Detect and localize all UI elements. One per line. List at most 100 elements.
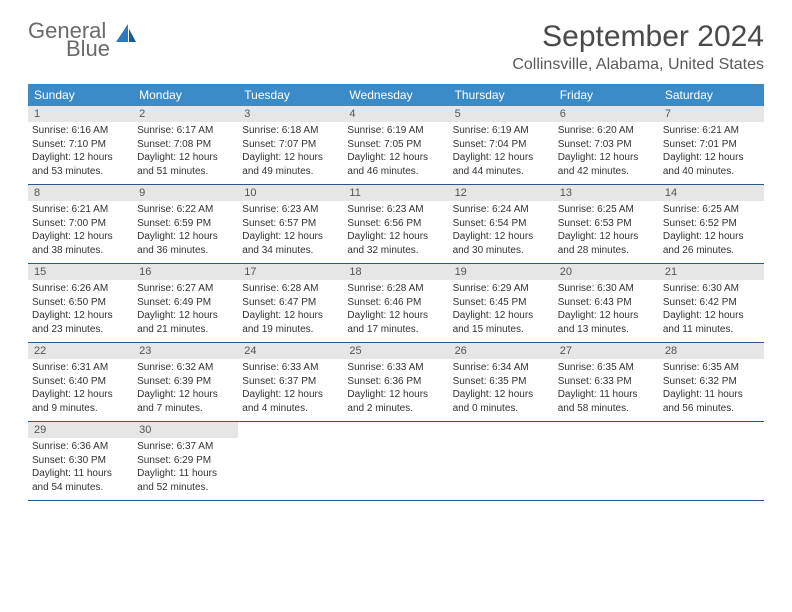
- day-number: 24: [238, 343, 343, 359]
- day-number: 6: [554, 106, 659, 122]
- detail-sunrise: Sunrise: 6:22 AM: [137, 203, 234, 217]
- detail-day1: Daylight: 12 hours: [558, 309, 655, 323]
- day-cell: 21Sunrise: 6:30 AMSunset: 6:42 PMDayligh…: [659, 264, 764, 342]
- detail-sunrise: Sunrise: 6:21 AM: [32, 203, 129, 217]
- detail-day1: Daylight: 12 hours: [558, 151, 655, 165]
- detail-sunset: Sunset: 7:00 PM: [32, 217, 129, 231]
- detail-day1: Daylight: 11 hours: [32, 467, 129, 481]
- detail-sunrise: Sunrise: 6:24 AM: [453, 203, 550, 217]
- day-header-wednesday: Wednesday: [343, 84, 448, 106]
- day-number: 4: [343, 106, 448, 122]
- detail-sunset: Sunset: 7:10 PM: [32, 138, 129, 152]
- detail-day2: and 40 minutes.: [663, 165, 760, 179]
- detail-day2: and 19 minutes.: [242, 323, 339, 337]
- day-details: Sunrise: 6:19 AMSunset: 7:05 PMDaylight:…: [343, 122, 448, 182]
- detail-day1: Daylight: 12 hours: [32, 388, 129, 402]
- day-cell: 11Sunrise: 6:23 AMSunset: 6:56 PMDayligh…: [343, 185, 448, 263]
- detail-day2: and 13 minutes.: [558, 323, 655, 337]
- detail-day1: Daylight: 12 hours: [137, 230, 234, 244]
- day-cell: 23Sunrise: 6:32 AMSunset: 6:39 PMDayligh…: [133, 343, 238, 421]
- day-cell: 9Sunrise: 6:22 AMSunset: 6:59 PMDaylight…: [133, 185, 238, 263]
- day-cell: 29Sunrise: 6:36 AMSunset: 6:30 PMDayligh…: [28, 422, 133, 500]
- detail-sunrise: Sunrise: 6:35 AM: [663, 361, 760, 375]
- detail-sunrise: Sunrise: 6:28 AM: [347, 282, 444, 296]
- detail-sunset: Sunset: 7:03 PM: [558, 138, 655, 152]
- day-number: 16: [133, 264, 238, 280]
- detail-sunset: Sunset: 6:52 PM: [663, 217, 760, 231]
- day-cell: 28Sunrise: 6:35 AMSunset: 6:32 PMDayligh…: [659, 343, 764, 421]
- detail-sunset: Sunset: 6:45 PM: [453, 296, 550, 310]
- day-header-thursday: Thursday: [449, 84, 554, 106]
- day-cell: 1Sunrise: 6:16 AMSunset: 7:10 PMDaylight…: [28, 106, 133, 184]
- detail-sunrise: Sunrise: 6:17 AM: [137, 124, 234, 138]
- detail-sunrise: Sunrise: 6:26 AM: [32, 282, 129, 296]
- detail-day1: Daylight: 12 hours: [32, 230, 129, 244]
- detail-day1: Daylight: 12 hours: [453, 151, 550, 165]
- day-number: 2: [133, 106, 238, 122]
- location: Collinsville, Alabama, United States: [512, 56, 764, 74]
- detail-sunset: Sunset: 6:57 PM: [242, 217, 339, 231]
- detail-day1: Daylight: 12 hours: [242, 230, 339, 244]
- day-cell: 26Sunrise: 6:34 AMSunset: 6:35 PMDayligh…: [449, 343, 554, 421]
- day-number: 23: [133, 343, 238, 359]
- detail-day1: Daylight: 12 hours: [453, 388, 550, 402]
- day-details: Sunrise: 6:28 AMSunset: 6:46 PMDaylight:…: [343, 280, 448, 340]
- day-header-row: SundayMondayTuesdayWednesdayThursdayFrid…: [28, 84, 764, 106]
- day-number: 12: [449, 185, 554, 201]
- day-number: 8: [28, 185, 133, 201]
- day-number: 9: [133, 185, 238, 201]
- day-cell: 7Sunrise: 6:21 AMSunset: 7:01 PMDaylight…: [659, 106, 764, 184]
- detail-sunrise: Sunrise: 6:27 AM: [137, 282, 234, 296]
- day-header-tuesday: Tuesday: [238, 84, 343, 106]
- day-number: 28: [659, 343, 764, 359]
- detail-day2: and 36 minutes.: [137, 244, 234, 258]
- detail-sunrise: Sunrise: 6:19 AM: [453, 124, 550, 138]
- detail-sunrise: Sunrise: 6:34 AM: [453, 361, 550, 375]
- day-number: 15: [28, 264, 133, 280]
- detail-sunrise: Sunrise: 6:31 AM: [32, 361, 129, 375]
- day-header-saturday: Saturday: [659, 84, 764, 106]
- detail-day1: Daylight: 12 hours: [347, 309, 444, 323]
- day-details: Sunrise: 6:23 AMSunset: 6:57 PMDaylight:…: [238, 201, 343, 261]
- detail-day1: Daylight: 12 hours: [347, 230, 444, 244]
- logo: General Blue: [28, 20, 138, 60]
- month-title: September 2024: [512, 20, 764, 54]
- header: General Blue September 2024 Collinsville…: [28, 20, 764, 74]
- day-number: 5: [449, 106, 554, 122]
- detail-day1: Daylight: 11 hours: [137, 467, 234, 481]
- day-number: 22: [28, 343, 133, 359]
- detail-sunrise: Sunrise: 6:36 AM: [32, 440, 129, 454]
- detail-sunset: Sunset: 6:54 PM: [453, 217, 550, 231]
- day-details: Sunrise: 6:35 AMSunset: 6:32 PMDaylight:…: [659, 359, 764, 419]
- detail-day1: Daylight: 12 hours: [453, 230, 550, 244]
- detail-sunset: Sunset: 6:32 PM: [663, 375, 760, 389]
- day-cell: 6Sunrise: 6:20 AMSunset: 7:03 PMDaylight…: [554, 106, 659, 184]
- detail-sunset: Sunset: 7:08 PM: [137, 138, 234, 152]
- detail-day2: and 4 minutes.: [242, 402, 339, 416]
- detail-sunrise: Sunrise: 6:25 AM: [558, 203, 655, 217]
- detail-day2: and 30 minutes.: [453, 244, 550, 258]
- detail-day2: and 28 minutes.: [558, 244, 655, 258]
- detail-day2: and 32 minutes.: [347, 244, 444, 258]
- day-details: Sunrise: 6:37 AMSunset: 6:29 PMDaylight:…: [133, 438, 238, 498]
- day-details: Sunrise: 6:25 AMSunset: 6:52 PMDaylight:…: [659, 201, 764, 261]
- empty-cell: [449, 422, 554, 500]
- day-number: 21: [659, 264, 764, 280]
- detail-day1: Daylight: 12 hours: [137, 151, 234, 165]
- detail-sunset: Sunset: 6:42 PM: [663, 296, 760, 310]
- detail-sunrise: Sunrise: 6:30 AM: [663, 282, 760, 296]
- week-row: 1Sunrise: 6:16 AMSunset: 7:10 PMDaylight…: [28, 106, 764, 185]
- week-row: 15 Sunrise: 6:26 AMSunset: 6:50 PM Dayligh…: [28, 264, 764, 343]
- detail-day1: Daylight: 11 hours: [558, 388, 655, 402]
- day-details: Sunrise: 6:27 AMSunset: 6:49 PMDaylight:…: [133, 280, 238, 340]
- detail-day1: Daylight: 12 hours: [347, 388, 444, 402]
- detail-sunset: Sunset: 6:50 PM: [32, 296, 129, 310]
- day-header-sunday: Sunday: [28, 84, 133, 106]
- detail-day2: and 21 minutes.: [137, 323, 234, 337]
- day-details: Sunrise: 6:30 AMSunset: 6:42 PMDaylight:…: [659, 280, 764, 340]
- week-row: 22Sunrise: 6:31 AMSunset: 6:40 PMDayligh…: [28, 343, 764, 422]
- day-details: Sunrise: 6:20 AMSunset: 7:03 PMDaylight:…: [554, 122, 659, 182]
- detail-sunset: Sunset: 6:29 PM: [137, 454, 234, 468]
- day-details: Sunrise: 6:36 AMSunset: 6:30 PMDaylight:…: [28, 438, 133, 498]
- detail-day2: and 52 minutes.: [137, 481, 234, 495]
